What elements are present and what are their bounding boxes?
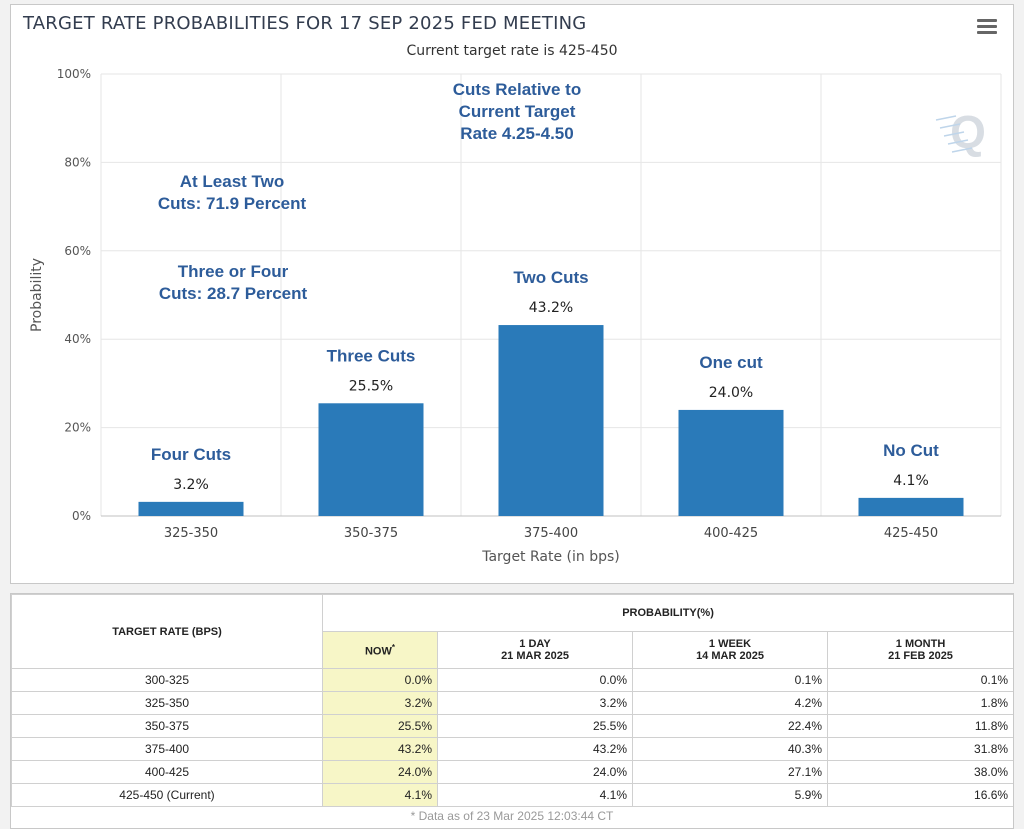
y-tick-label: 0% bbox=[72, 509, 91, 523]
bar bbox=[858, 497, 964, 516]
bar-value-label: 43.2% bbox=[529, 300, 573, 316]
target-rate-cell: 425-450 (Current) bbox=[11, 783, 323, 807]
bar-annotation-label: Four Cuts bbox=[151, 445, 231, 464]
bar bbox=[138, 501, 244, 516]
bar-value-label: 3.2% bbox=[173, 477, 209, 493]
header-col-date: 21 MAR 2025 bbox=[501, 650, 569, 662]
header-col-4: 1 MONTH 21 FEB 2025 bbox=[826, 631, 1013, 669]
probability-cell: 40.3% bbox=[632, 737, 828, 761]
header-col-date: 21 FEB 2025 bbox=[888, 650, 953, 662]
header-col-3: 1 WEEK 14 MAR 2025 bbox=[632, 631, 828, 669]
annotation-three-or-four-cuts: Three or Four Cuts: 28.7 Percent bbox=[159, 262, 308, 303]
bar-annotation-label: No Cut bbox=[883, 441, 939, 460]
watermark-stripe bbox=[943, 131, 965, 137]
watermark-logo-icon: Q bbox=[950, 106, 986, 158]
bar-annotation-label: Two Cuts bbox=[513, 268, 588, 287]
header-col-footnote-mark: * bbox=[391, 642, 395, 652]
probability-cell: 1.8% bbox=[826, 691, 1013, 715]
y-tick-label: 20% bbox=[64, 421, 91, 435]
annotation-at-least-two-cuts: At Least Two Cuts: 71.9 Percent bbox=[158, 172, 307, 213]
probability-table-panel: TARGET RATE (BPS) PROBABILITY(%) NOW* 1 D… bbox=[10, 593, 1014, 829]
x-tick-label: 350-375 bbox=[344, 526, 398, 541]
probability-cell: 0.1% bbox=[826, 668, 1013, 692]
watermark-stripe bbox=[939, 123, 961, 129]
target-rate-cell: 300-325 bbox=[11, 668, 323, 692]
target-rate-cell: 325-350 bbox=[11, 691, 323, 715]
header-probability: PROBABILITY(%) bbox=[321, 594, 1013, 632]
probability-cell: 5.9% bbox=[632, 783, 828, 807]
table-row: 350-375 25.5% 25.5% 22.4% 11.8% bbox=[11, 714, 1013, 738]
header-col-2: 1 DAY 21 MAR 2025 bbox=[437, 631, 633, 669]
chart-title: TARGET RATE PROBABILITIES FOR 17 SEP 202… bbox=[23, 13, 587, 34]
table-row: 425-450 (Current) 4.1% 4.1% 5.9% 16.6% bbox=[11, 783, 1013, 807]
y-tick-label: 100% bbox=[57, 67, 91, 81]
table-row: 400-425 24.0% 24.0% 27.1% 38.0% bbox=[11, 760, 1013, 784]
bar bbox=[678, 409, 784, 516]
probability-cell: 0.0% bbox=[322, 668, 438, 692]
hamburger-menu-icon[interactable] bbox=[977, 19, 997, 35]
probability-cell: 24.0% bbox=[437, 760, 633, 784]
probability-cell: 43.2% bbox=[322, 737, 438, 761]
probability-cell: 4.1% bbox=[322, 783, 438, 807]
data-timestamp-note: * Data as of 23 Mar 2025 12:03:44 CT bbox=[410, 809, 614, 823]
y-axis-title: Probability bbox=[29, 258, 45, 332]
table-row: 300-325 0.0% 0.0% 0.1% 0.1% bbox=[11, 668, 1013, 692]
chart-subtitle: Current target rate is 425-450 bbox=[406, 43, 618, 59]
x-tick-label: 400-425 bbox=[704, 526, 758, 541]
target-rate-cell: 375-400 bbox=[11, 737, 323, 761]
watermark-stripe bbox=[947, 139, 969, 145]
probability-cell: 3.2% bbox=[437, 691, 633, 715]
probability-cell: 22.4% bbox=[632, 714, 828, 738]
probability-cell: 4.2% bbox=[632, 691, 828, 715]
y-tick-label: 80% bbox=[64, 155, 91, 169]
chart-panel: TARGET RATE PROBABILITIES FOR 17 SEP 202… bbox=[10, 4, 1014, 584]
watermark-stripe bbox=[935, 115, 957, 121]
probability-cell: 4.1% bbox=[437, 783, 633, 807]
probability-cell: 3.2% bbox=[322, 691, 438, 715]
probability-cell: 24.0% bbox=[322, 760, 438, 784]
target-rate-cell: 350-375 bbox=[11, 714, 323, 738]
x-tick-label: 375-400 bbox=[524, 526, 578, 541]
y-tick-label: 60% bbox=[64, 244, 91, 258]
header-target-rate: TARGET RATE (BPS) bbox=[11, 594, 323, 669]
probability-cell: 31.8% bbox=[826, 737, 1013, 761]
x-axis-title: Target Rate (in bps) bbox=[481, 549, 620, 565]
bar-chart: 0% 20% 40% 60% 80% 100% 3.2% Four Cuts 325-350 25… bbox=[29, 67, 1002, 565]
probability-cell: 25.5% bbox=[322, 714, 438, 738]
table-row: 375-400 43.2% 43.2% 40.3% 31.8% bbox=[11, 737, 1013, 761]
header-col-label: NOW bbox=[364, 645, 392, 658]
x-tick-label: 325-350 bbox=[164, 526, 218, 541]
probability-cell: 27.1% bbox=[632, 760, 828, 784]
probability-cell: 38.0% bbox=[826, 760, 1013, 784]
probability-cell: 0.0% bbox=[437, 668, 633, 692]
bar bbox=[498, 325, 604, 516]
bar-value-label: 24.0% bbox=[709, 385, 753, 401]
target-rate-cell: 400-425 bbox=[11, 760, 323, 784]
bar-annotation-label: One cut bbox=[699, 353, 763, 372]
bar-value-label: 25.5% bbox=[349, 378, 393, 394]
annotation-cuts-relative: Cuts Relative to Current Target Rate 4.25-… bbox=[453, 80, 581, 143]
header-col-label: 1 DAY bbox=[519, 638, 551, 650]
probability-cell: 16.6% bbox=[826, 783, 1013, 807]
header-col-date: 14 MAR 2025 bbox=[696, 650, 764, 662]
bar-value-label: 4.1% bbox=[893, 473, 929, 489]
probability-cell: 25.5% bbox=[437, 714, 633, 738]
header-col-label: 1 MONTH bbox=[895, 638, 946, 650]
y-tick-label: 40% bbox=[64, 332, 91, 346]
probability-cell: 11.8% bbox=[826, 714, 1013, 738]
table-row: 325-350 3.2% 3.2% 4.2% 1.8% bbox=[11, 691, 1013, 715]
bar-annotation-label: Three Cuts bbox=[327, 346, 416, 365]
probability-table: TARGET RATE (BPS) PROBABILITY(%) NOW* 1 D… bbox=[11, 594, 1013, 807]
probability-cell: 43.2% bbox=[437, 737, 633, 761]
bar bbox=[318, 403, 424, 516]
header-col-1: NOW* bbox=[322, 631, 438, 669]
probability-cell: 0.1% bbox=[632, 668, 828, 692]
x-tick-label: 425-450 bbox=[884, 526, 938, 541]
watermark-stripe bbox=[951, 147, 973, 153]
header-col-label: 1 WEEK bbox=[708, 638, 752, 650]
